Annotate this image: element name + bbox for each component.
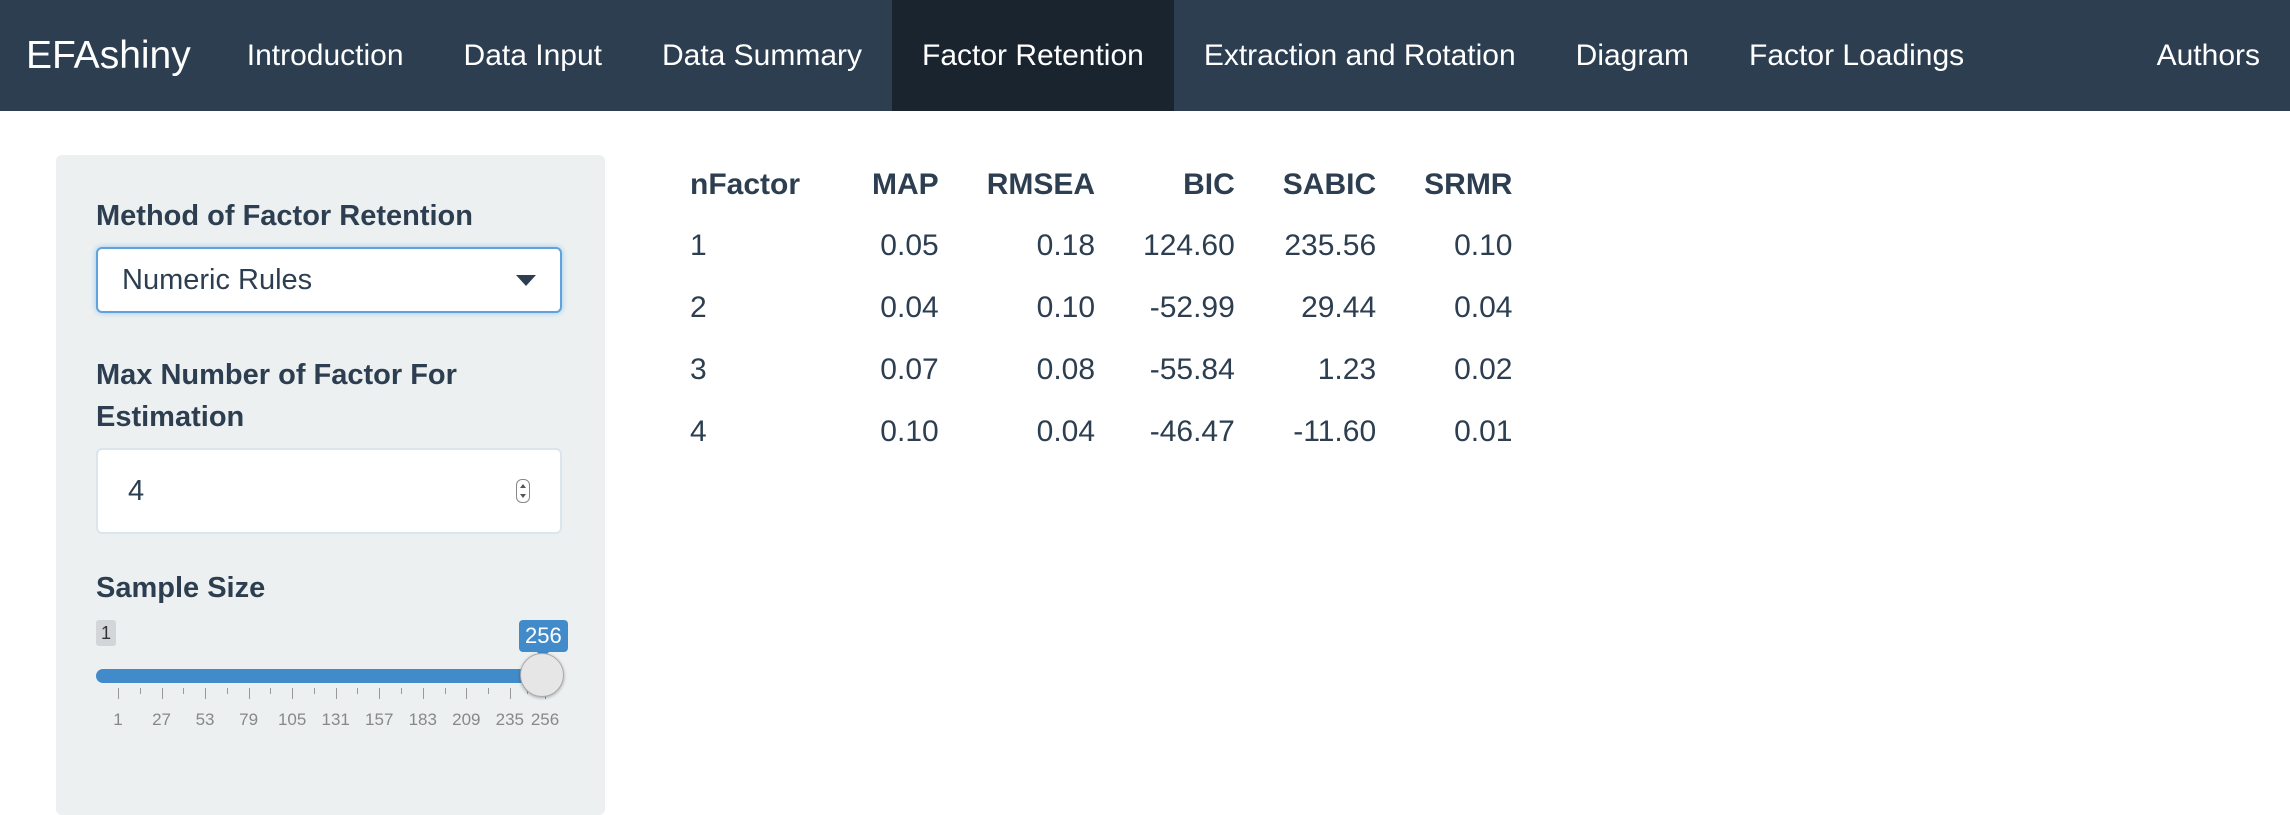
slider-major-tick: [422, 688, 424, 699]
cell-bic: 124.60: [1143, 229, 1235, 262]
tab-factor-retention[interactable]: Factor Retention: [892, 0, 1174, 111]
slider-tick-label: 256: [530, 710, 560, 729]
slider-tick-label: 27: [152, 710, 171, 729]
max-factor-value: 4: [128, 474, 145, 507]
spinner-icon[interactable]: [516, 479, 530, 503]
caret-down-icon[interactable]: [516, 274, 536, 286]
nav-right: Authors: [2127, 0, 2290, 111]
cell-srmr: 0.01: [1454, 415, 1513, 448]
slider-tick-label: 183: [408, 710, 437, 729]
slider-minor-tick: [270, 688, 272, 694]
method-select[interactable]: Numeric Rules: [96, 247, 562, 313]
cell-srmr: 0.10: [1454, 229, 1513, 262]
slider-tick-label: 209: [452, 710, 481, 729]
brand-title[interactable]: EFAshiny: [26, 33, 191, 77]
slider-major-tick: [335, 688, 337, 699]
navbar: EFAshiny Introduction Data Input Data Su…: [0, 0, 2290, 111]
max-factor-input[interactable]: 4: [96, 448, 562, 534]
slider-major-tick: [292, 688, 294, 699]
cell-nfactor: 2: [690, 291, 707, 324]
tab-authors[interactable]: Authors: [2156, 38, 2260, 72]
slider-tick-label: 1: [113, 710, 123, 729]
tab-data-input[interactable]: Data Input: [463, 38, 602, 72]
header-map: MAP: [872, 168, 939, 201]
max-factor-label-line1: Max Number of Factor For: [96, 359, 457, 391]
cell-map: 0.04: [880, 291, 939, 324]
slider-tick-label: 53: [195, 710, 215, 729]
factor-retention-table: nFactor MAP RMSEA BIC SABIC SRMR 1 0.05 …: [668, 155, 1536, 463]
slider-minor-tick: [488, 688, 490, 694]
tab-introduction[interactable]: Introduction: [246, 38, 404, 72]
cell-srmr: 0.04: [1454, 291, 1513, 324]
tab-extraction-and-rotation[interactable]: Extraction and Rotation: [1203, 38, 1516, 72]
table-row: 3 0.07 0.08 -55.84 1.23 0.02: [668, 339, 1536, 401]
table-header-row: nFactor MAP RMSEA BIC SABIC SRMR: [668, 155, 1536, 215]
sample-size-label: Sample Size: [96, 572, 266, 604]
table-row: 1 0.05 0.18 124.60 235.56 0.10: [668, 215, 1536, 277]
header-rmsea: RMSEA: [986, 168, 1096, 201]
slider-major-tick: [466, 688, 468, 699]
slider-major-tick: [161, 688, 163, 699]
cell-rmsea: 0.08: [1036, 353, 1096, 386]
slider-tick-label: 157: [365, 710, 394, 729]
max-factor-label-line2: Estimation: [96, 401, 245, 433]
slider-tick-label: 105: [277, 710, 307, 729]
slider-handle[interactable]: [520, 653, 564, 697]
table-row: 2 0.04 0.10 -52.99 29.44 0.04: [668, 277, 1536, 339]
slider-minor-tick: [444, 688, 446, 694]
cell-rmsea: 0.04: [1036, 415, 1096, 448]
slider-minor-tick: [400, 688, 402, 694]
cell-nfactor: 3: [690, 353, 707, 386]
header-srmr: SRMR: [1424, 168, 1513, 201]
slider-value-badge: 256: [519, 620, 568, 658]
slider-major-tick: [118, 688, 119, 699]
cell-map: 0.07: [880, 353, 939, 386]
table-row: 4 0.10 0.04 -46.47 -11.60 0.01: [668, 401, 1536, 463]
cell-sabic: 1.23: [1317, 353, 1377, 386]
tab-data-summary[interactable]: Data Summary: [661, 38, 863, 72]
cell-rmsea: 0.10: [1036, 291, 1096, 324]
slider-tick-label: 79: [239, 710, 259, 729]
method-select-value: Numeric Rules: [122, 263, 313, 296]
slider-major-tick: [379, 688, 381, 699]
slider-major-tick: [509, 688, 511, 699]
slider-min-badge: 1: [96, 620, 117, 646]
cell-bic: -52.99: [1149, 291, 1235, 324]
cell-nfactor: 4: [690, 415, 707, 448]
cell-sabic: 29.44: [1301, 291, 1377, 324]
slider-tick-label: 131: [321, 710, 350, 729]
cell-nfactor: 1: [690, 229, 707, 262]
cell-bic: -46.47: [1149, 415, 1235, 448]
cell-map: 0.10: [880, 415, 939, 448]
sidebar-panel: Method of Factor Retention Numeric Rules…: [56, 155, 605, 815]
cell-srmr: 0.02: [1454, 353, 1513, 386]
tab-factor-loadings[interactable]: Factor Loadings: [1749, 38, 1965, 72]
cell-bic: -55.84: [1149, 353, 1235, 386]
cell-map: 0.05: [880, 229, 939, 262]
cell-sabic: 235.56: [1284, 229, 1377, 262]
nav-tabs: Introduction Data Input Data Summary Fac…: [217, 0, 1994, 111]
cell-rmsea: 0.18: [1036, 229, 1096, 262]
header-nfactor: nFactor: [690, 168, 801, 201]
header-sabic: SABIC: [1282, 168, 1377, 201]
cell-sabic: -11.60: [1293, 415, 1377, 448]
slider-minor-tick: [313, 688, 315, 694]
header-bic: BIC: [1183, 168, 1235, 201]
slider-minor-tick: [183, 688, 185, 694]
slider-tick-label: 235: [495, 710, 525, 729]
method-label: Method of Factor Retention: [96, 200, 473, 232]
slider-major-tick: [248, 688, 250, 699]
slider-major-tick: [205, 688, 207, 699]
slider-minor-tick: [226, 688, 228, 694]
slider-minor-tick: [139, 688, 141, 694]
tab-diagram[interactable]: Diagram: [1575, 38, 1690, 72]
slider-minor-tick: [357, 688, 359, 694]
slider-track[interactable]: [96, 669, 544, 683]
